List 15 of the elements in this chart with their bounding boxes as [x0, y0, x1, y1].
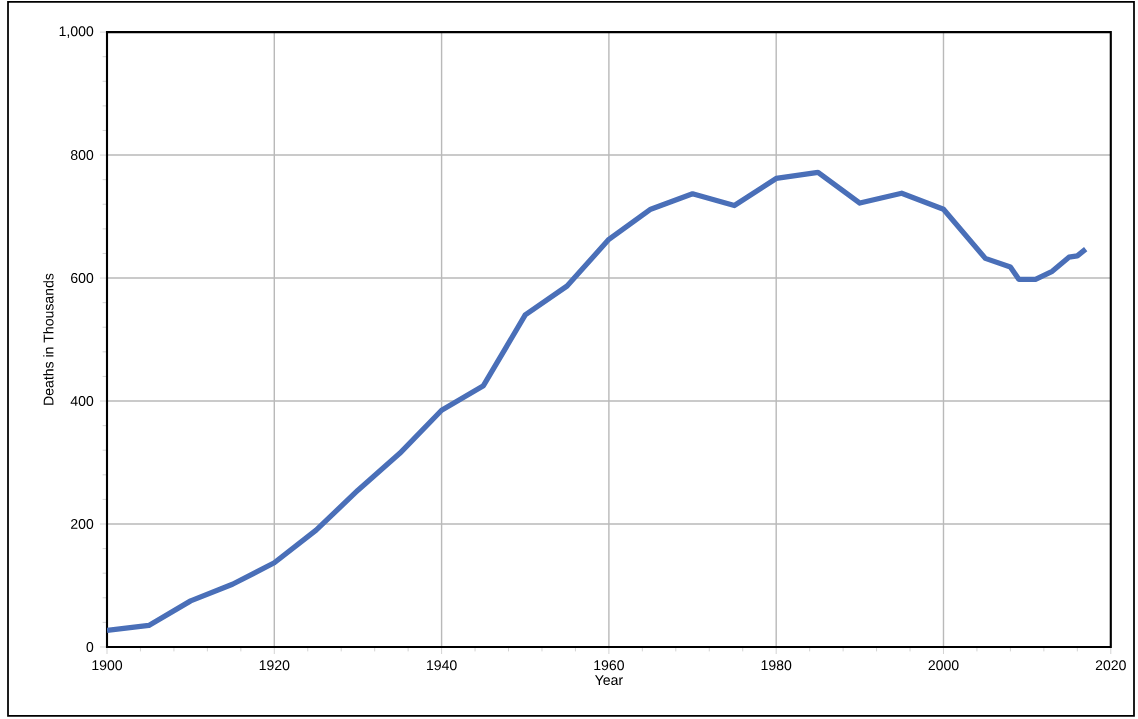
y-tick-label: 1,000	[59, 26, 94, 38]
x-tick-label: 1960	[594, 660, 624, 671]
y-tick-label: 200	[71, 519, 94, 529]
y-tick-label: 600	[71, 273, 94, 284]
x-tick-label: 2020	[1095, 660, 1126, 671]
y-tick-label: 0	[86, 642, 94, 652]
x-tick-label: 1900	[92, 660, 123, 671]
x-axis-title: Year	[594, 675, 623, 686]
x-tick-label: 1980	[761, 660, 792, 671]
y-tick-label: 400	[70, 396, 94, 407]
y-axis-title: Deaths in Thousands	[43, 273, 54, 405]
x-tick-label: 1940	[427, 660, 457, 671]
x-tick-label: 1920	[259, 660, 290, 671]
x-tick-label: 2000	[928, 660, 959, 671]
y-tick-label: 800	[70, 150, 94, 161]
